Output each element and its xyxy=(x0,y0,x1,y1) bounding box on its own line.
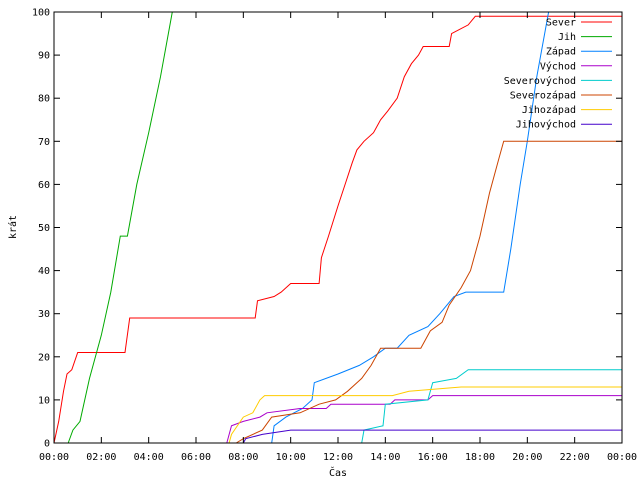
x-tick-label: 12:00 xyxy=(323,452,353,463)
series-line-1 xyxy=(53,15,622,444)
series-line-3 xyxy=(271,11,550,444)
y-tick-label: 70 xyxy=(38,137,50,148)
y-tick-label: 100 xyxy=(32,8,50,19)
y-tick-label: 40 xyxy=(38,266,50,277)
legend: Sever Jih Západ Východ Severovýchod Severozáp… xyxy=(504,18,612,131)
y-tick-label: 60 xyxy=(38,180,50,191)
y-tick-label: 90 xyxy=(38,51,50,62)
y-tick-label: 0 xyxy=(44,439,50,450)
y-axis-label: krát xyxy=(7,215,19,239)
series-line-2 xyxy=(67,11,173,444)
x-tick-label: 06:00 xyxy=(181,452,211,463)
legend-label: Jih xyxy=(558,32,576,43)
series-line-8 xyxy=(242,429,622,444)
y-axis: 0 10 20 30 40 50 60 70 80 90 100 xyxy=(32,8,622,450)
x-axis: 00:00 02:00 04:00 06:00 08:00 10:00 12:00 14:00… xyxy=(39,12,637,463)
x-tick-label: 18:00 xyxy=(465,452,495,463)
x-tick-label: 08:00 xyxy=(228,452,258,463)
series-line-7 xyxy=(228,386,622,444)
y-tick-label: 10 xyxy=(38,395,50,406)
legend-label: Severozápad xyxy=(510,90,576,102)
x-axis-label: Čas xyxy=(329,466,347,479)
y-tick-label: 80 xyxy=(38,94,50,105)
x-tick-label: 16:00 xyxy=(418,452,448,463)
y-tick-label: 30 xyxy=(38,309,50,320)
y-tick-label: 20 xyxy=(38,352,50,363)
x-tick-label: 10:00 xyxy=(276,452,306,463)
series-line-4 xyxy=(226,395,622,444)
legend-label: Jihozápad xyxy=(522,104,576,116)
x-tick-label: 00:00 xyxy=(607,452,637,463)
series-line-6 xyxy=(235,140,622,444)
x-tick-label: 14:00 xyxy=(370,452,400,463)
x-tick-label: 22:00 xyxy=(560,452,590,463)
x-tick-label: 04:00 xyxy=(134,452,164,463)
plot-area xyxy=(53,11,622,444)
x-tick-label: 00:00 xyxy=(39,452,69,463)
x-tick-label: 20:00 xyxy=(512,452,542,463)
x-tick-label: 02:00 xyxy=(86,452,116,463)
legend-label: Jihovýchod xyxy=(516,119,576,131)
legend-label: Západ xyxy=(546,46,576,58)
y-tick-label: 50 xyxy=(38,223,50,234)
series-line-5 xyxy=(361,369,622,444)
legend-label: Východ xyxy=(540,60,576,72)
legend-label: Sever xyxy=(546,18,576,29)
legend-label: Severovýchod xyxy=(504,75,576,87)
